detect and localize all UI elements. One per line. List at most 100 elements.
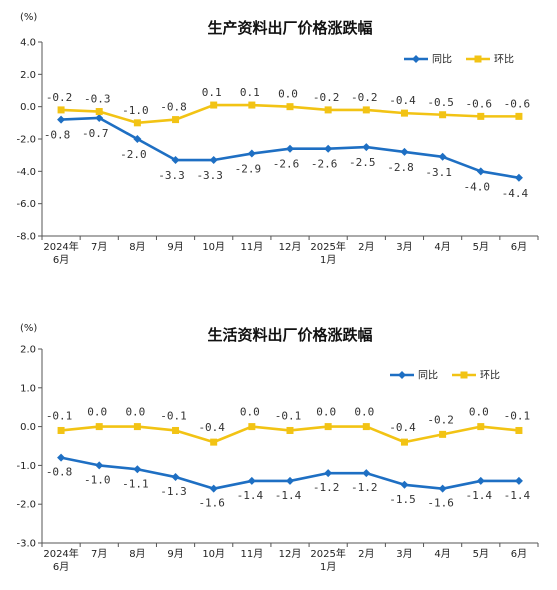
data-label-yoy: -1.2: [313, 481, 340, 494]
chart-svg-top: 生产资料出厂价格涨跌幅 (%) 4.0 2.0 0.0 -2.0 -4.0 -6.0 -8.0 2…: [16, 12, 539, 266]
data-label-yoy: -1.2: [351, 481, 378, 494]
x-tick-label: 4月: [434, 548, 450, 560]
data-label-yoy: -2.8: [387, 161, 414, 174]
data-point-mom: [439, 430, 447, 438]
data-point-yoy: [286, 476, 294, 485]
chart-svg-bottom: 生活资料出厂价格涨跌幅 (%) 2.0 1.0 0.0 -1.0 -2.0 -3.0 2024年…: [16, 323, 539, 573]
data-label-mom: -0.1: [46, 409, 73, 422]
x-tick-label: 6月: [53, 254, 69, 266]
x-tick-label: 2025年: [310, 547, 345, 560]
data-point-mom: [286, 426, 294, 434]
data-point-yoy: [209, 484, 218, 493]
data-label-yoy: -2.5: [349, 156, 376, 169]
data-point-mom: [362, 423, 370, 431]
chart-consumer-goods: 生活资料出厂价格涨跌幅 (%) 2.0 1.0 0.0 -1.0 -2.0 -3.0 2024年…: [0, 295, 557, 590]
data-label-mom: 0.0: [125, 406, 145, 419]
data-point-yoy: [171, 156, 180, 165]
legend-marker-mom: [474, 55, 482, 63]
x-tick-label: 5月: [473, 241, 489, 253]
legend-label: 环比: [494, 54, 514, 66]
data-point-yoy: [514, 476, 523, 485]
data-label-yoy: -2.0: [120, 148, 147, 161]
data-label-mom: -0.2: [46, 91, 73, 104]
data-point-yoy: [133, 465, 142, 474]
data-point-mom: [172, 116, 180, 124]
data-point-yoy: [57, 115, 66, 124]
data-label-mom: -0.1: [504, 409, 531, 422]
data-point-mom: [439, 111, 447, 119]
data-label-yoy: -3.1: [425, 166, 452, 179]
x-tick-label: 2月: [358, 241, 374, 253]
data-label-yoy: -3.3: [158, 169, 185, 182]
y-tick-label: -8.0: [16, 232, 36, 243]
data-point-mom: [133, 423, 141, 431]
chart-title: 生产资料出厂价格涨跌幅: [207, 19, 372, 37]
x-tick-label: 5月: [473, 548, 489, 560]
y-tick-label: -2.0: [16, 135, 36, 146]
data-point-mom: [133, 119, 141, 127]
data-point-yoy: [324, 469, 333, 478]
data-point-mom: [515, 112, 523, 120]
data-point-mom: [95, 108, 103, 116]
data-label-mom: -0.1: [275, 409, 302, 422]
x-tick-label: 10月: [202, 241, 225, 253]
data-point-mom: [95, 423, 103, 431]
x-tick-label: 7月: [91, 548, 107, 560]
data-point-yoy: [171, 473, 180, 482]
data-label-yoy: -1.4: [237, 489, 264, 502]
data-point-yoy: [400, 147, 409, 156]
x-tick-label: 6月: [511, 241, 527, 253]
data-point-yoy: [209, 156, 218, 165]
data-point-yoy: [438, 484, 447, 493]
data-label-yoy: -0.8: [46, 466, 73, 479]
data-label-yoy: -1.3: [160, 485, 187, 498]
data-point-mom: [286, 103, 294, 111]
data-point-yoy: [476, 476, 485, 485]
data-label-mom: 0.0: [278, 88, 298, 101]
data-label-yoy: -1.4: [275, 489, 302, 502]
data-point-yoy: [247, 476, 256, 485]
x-tick-label: 9月: [167, 241, 183, 253]
data-label-mom: 0.0: [87, 406, 107, 419]
data-point-yoy: [438, 152, 447, 161]
data-label-mom: -0.2: [351, 91, 378, 104]
legend-marker-yoy: [412, 55, 420, 63]
x-tick-label: 9月: [167, 548, 183, 560]
data-label-yoy: -4.0: [464, 180, 491, 193]
x-tick-label: 2月: [358, 548, 374, 560]
data-point-mom: [210, 438, 218, 446]
data-point-mom: [210, 101, 218, 109]
data-label-yoy: -1.6: [198, 497, 225, 510]
data-point-mom: [362, 106, 370, 114]
data-label-yoy: -1.1: [122, 477, 149, 490]
data-point-mom: [324, 423, 332, 431]
x-tick-label: 8月: [129, 548, 145, 560]
data-label-yoy: -3.3: [196, 169, 223, 182]
data-label-mom: -1.0: [122, 104, 149, 117]
data-point-mom: [248, 423, 256, 431]
data-point-mom: [400, 438, 408, 446]
x-tick-label: 4月: [434, 241, 450, 253]
x-tick-label: 3月: [396, 548, 412, 560]
data-point-yoy: [362, 143, 371, 152]
data-label-yoy: -2.9: [235, 163, 262, 176]
data-point-yoy: [324, 144, 333, 153]
data-point-mom: [172, 426, 180, 434]
y-tick-label: 0.0: [20, 102, 36, 113]
data-point-yoy: [362, 469, 371, 478]
x-tick-label: 6月: [511, 548, 527, 560]
x-tick-label: 10月: [202, 548, 225, 560]
data-label-mom: -0.5: [427, 96, 454, 109]
y-tick-label: -3.0: [16, 539, 36, 550]
x-tick-label: 7月: [91, 241, 107, 253]
data-point-mom: [477, 423, 485, 431]
x-tick-label: 2024年: [43, 547, 78, 560]
data-label-yoy: -2.6: [273, 158, 300, 171]
y-tick-label: 4.0: [20, 38, 36, 49]
data-point-mom: [324, 106, 332, 114]
y-tick-label: 0.0: [20, 422, 36, 433]
x-tick-label: 12月: [279, 241, 302, 253]
data-label-mom: 0.0: [316, 406, 336, 419]
data-point-mom: [248, 101, 256, 109]
data-point-yoy: [286, 144, 294, 153]
